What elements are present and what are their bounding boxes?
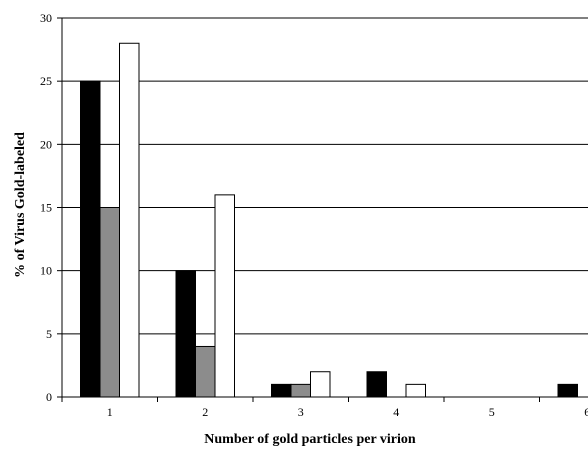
x-tick-label: 4 xyxy=(393,405,399,419)
y-tick-label: 15 xyxy=(40,201,52,215)
bar-series-1 xyxy=(557,383,578,398)
bar-series-2 xyxy=(290,383,311,398)
bar-series-2 xyxy=(99,207,120,398)
bar-series-3 xyxy=(310,371,331,398)
bar-series-1 xyxy=(175,270,196,398)
x-tick-label: 6 xyxy=(584,405,588,419)
y-tick-labels: 0 5 10 15 20 25 30 xyxy=(40,11,62,404)
x-tick-label: 3 xyxy=(298,405,304,419)
y-axis-title: % of Virus Gold-labeled xyxy=(13,132,28,278)
bar-series-2 xyxy=(195,345,216,398)
y-tick-label: 30 xyxy=(40,11,52,25)
y-tick-label: 5 xyxy=(46,327,52,341)
bar-series-3 xyxy=(214,194,235,398)
bar-series-3 xyxy=(405,383,426,398)
bar-series-1 xyxy=(80,80,101,398)
y-tick-label: 10 xyxy=(40,264,52,278)
x-axis-title: Number of gold particles per virion xyxy=(204,432,416,447)
y-tick-label: 25 xyxy=(40,74,52,88)
gridlines xyxy=(62,17,588,335)
y-tick-label: 0 xyxy=(46,390,52,404)
x-tick-label: 5 xyxy=(489,405,495,419)
bar-series-1 xyxy=(271,383,292,398)
bars xyxy=(80,42,578,398)
x-tick-labels: 1 2 3 4 5 6 xyxy=(61,397,588,419)
axes xyxy=(61,18,588,398)
y-tick-label: 20 xyxy=(40,137,52,151)
x-tick-label: 2 xyxy=(202,405,208,419)
bar-series-1 xyxy=(366,371,387,398)
x-tick-label: 1 xyxy=(107,405,113,419)
bar-series-3 xyxy=(119,42,140,398)
